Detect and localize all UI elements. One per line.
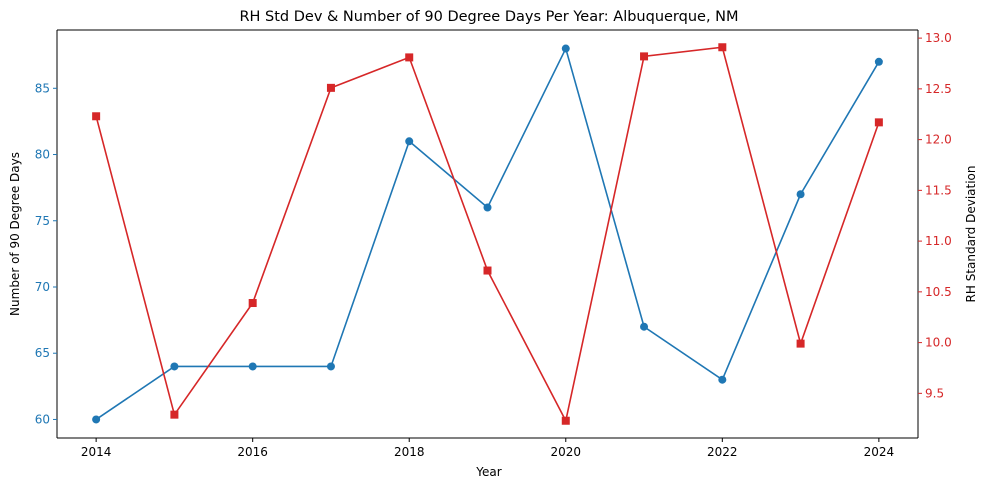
series-point-right: [561, 416, 570, 425]
series-point-right: [874, 118, 883, 127]
series-line-left: [95, 46, 880, 421]
series-point-left: [483, 203, 492, 212]
x-tick-label: 2016: [237, 445, 268, 459]
y-right-tick-label: 9.5: [925, 386, 944, 400]
series-point-right: [640, 52, 649, 61]
y-right-tick-label: 11.0: [925, 234, 952, 248]
y-left-tick-label: 65: [35, 346, 50, 360]
series-point-right: [796, 339, 805, 348]
series-point-left: [405, 137, 414, 146]
series-point-left: [170, 362, 179, 371]
series-point-right: [483, 266, 492, 275]
y-right-tick-label: 10.5: [925, 285, 952, 299]
x-tick-label: 2014: [81, 445, 112, 459]
series-point-left: [874, 57, 883, 66]
y-right-tick-label: 13.0: [925, 31, 952, 45]
series-point-left: [718, 375, 727, 384]
y-left-tick-label: 60: [35, 412, 50, 426]
y-left-tick-label: 70: [35, 280, 50, 294]
series-point-left: [796, 190, 805, 199]
series-point-left: [561, 44, 570, 53]
series-point-left: [640, 322, 649, 331]
series-point-right: [92, 112, 101, 121]
x-tick-label: 2024: [864, 445, 895, 459]
series-point-left: [248, 362, 257, 371]
y-right-tick-label: 11.5: [925, 183, 952, 197]
x-axis-label: Year: [475, 465, 501, 479]
plot-area: 2014 2016 2018 2020 2022 2024 60 65 70 75 80 85 9.5 1…: [35, 29, 952, 459]
y-right-tick-label: 12.5: [925, 82, 952, 96]
series-point-left: [92, 415, 101, 424]
y-axis-right-label: RH Standard Deviation: [964, 166, 978, 303]
x-tick-label: 2022: [707, 445, 738, 459]
y-right-tick-label: 10.0: [925, 336, 952, 350]
series-point-right: [170, 410, 179, 419]
chart-title: RH Std Dev & Number of 90 Degree Days Pe…: [239, 9, 738, 25]
series-point-left: [326, 362, 335, 371]
y-left-tick-label: 80: [35, 148, 50, 162]
y-axis-left-label: Number of 90 Degree Days: [8, 152, 22, 316]
y-left-tick-label: 75: [35, 214, 50, 228]
series-point-right: [248, 299, 257, 308]
series-point-right: [405, 53, 414, 62]
y-left-tick-label: 85: [35, 81, 50, 95]
y-right-tick-label: 12.0: [925, 133, 952, 147]
x-tick-label: 2018: [394, 445, 425, 459]
x-tick-label: 2020: [550, 445, 581, 459]
series-point-right: [326, 83, 335, 92]
series-line-right: [95, 46, 880, 424]
series-point-right: [718, 43, 727, 52]
